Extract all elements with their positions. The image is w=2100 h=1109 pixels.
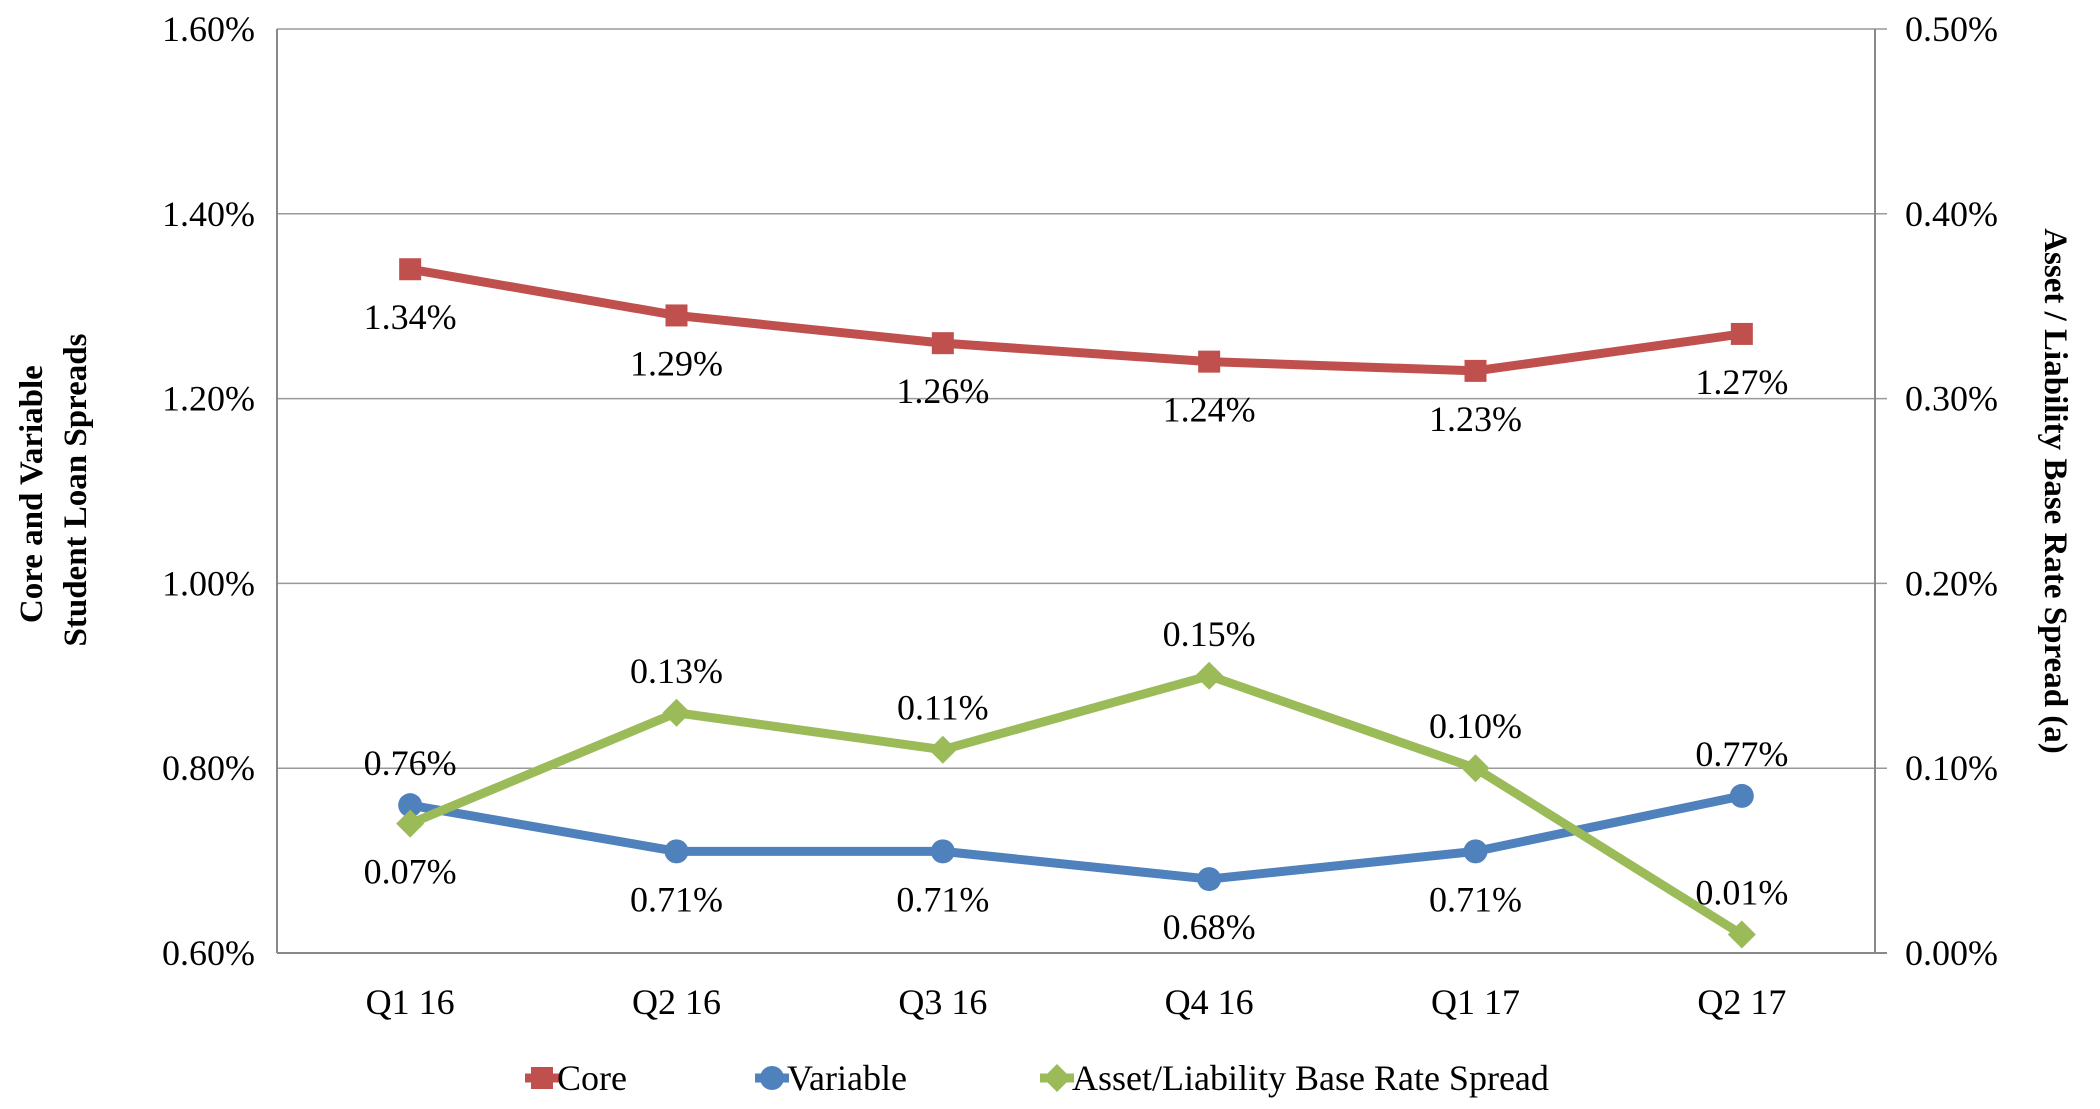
data-point <box>928 735 957 764</box>
legend: Core Variable Asset/Liability Base Rate Sp… <box>525 1058 1549 1098</box>
data-label: 0.07% <box>364 852 457 892</box>
data-point <box>1461 754 1490 783</box>
data-point <box>1197 867 1222 892</box>
data-point <box>931 332 954 355</box>
data-point <box>1195 661 1224 690</box>
series-line <box>409 791 1743 884</box>
data-label: 1.24% <box>1163 390 1256 430</box>
data-label: 0.13% <box>630 651 723 691</box>
data-label: 1.26% <box>896 371 989 411</box>
series-core: 1.34% 1.29% 1.26% 1.24% 1.23% 1.27% <box>364 258 1788 439</box>
right-axis-title: Asset / Liability Base Rate Spread (a) <box>2037 228 2073 754</box>
data-label: 0.76% <box>364 743 457 783</box>
data-label: 0.10% <box>1429 706 1522 746</box>
data-label: 1.34% <box>364 297 457 337</box>
left-tick-label: 1.20% <box>162 379 255 419</box>
left-tick-label: 1.40% <box>162 194 255 234</box>
legend-marker <box>531 1067 553 1089</box>
data-label: 0.11% <box>897 688 989 728</box>
x-axis-ticks: Q1 16 Q2 16 Q3 16 Q4 16 Q1 17 Q2 17 <box>366 982 1787 1022</box>
data-label: 0.71% <box>1429 879 1522 919</box>
data-label: 0.68% <box>1163 907 1256 947</box>
data-label: 1.27% <box>1695 362 1788 402</box>
data-point <box>1727 920 1756 949</box>
data-label: 0.77% <box>1695 734 1788 774</box>
data-point <box>665 304 688 327</box>
right-tick-label: 0.40% <box>1905 194 1998 234</box>
data-point <box>398 793 423 818</box>
series-layer: 1.34% 1.29% 1.26% 1.24% 1.23% 1.27% 0.76% 0.71%… <box>364 258 1789 949</box>
right-tick-label: 0.50% <box>1905 9 1998 49</box>
legend-marker <box>1043 1064 1071 1092</box>
right-axis-ticks: 0.00% 0.10% 0.20% 0.30% 0.40% 0.50% <box>1905 9 1998 973</box>
left-axis-ticks: 0.60% 0.80% 1.00% 1.20% 1.40% 1.60% <box>162 9 255 973</box>
right-tick-label: 0.10% <box>1905 748 1998 788</box>
left-tick-label: 1.00% <box>162 563 255 603</box>
data-point <box>1730 322 1753 345</box>
x-tick-label: Q1 16 <box>366 982 455 1022</box>
data-label: 0.01% <box>1695 873 1788 913</box>
data-point <box>662 698 691 727</box>
data-label: 1.29% <box>630 343 723 383</box>
data-label: 0.15% <box>1163 614 1256 654</box>
series-line <box>408 671 1745 939</box>
data-point <box>1463 839 1488 864</box>
data-point <box>664 839 689 864</box>
legend-label: Variable <box>787 1058 907 1098</box>
left-tick-label: 0.60% <box>162 933 255 973</box>
data-point <box>1198 350 1221 373</box>
data-label: 1.23% <box>1429 399 1522 439</box>
legend-item: Variable <box>755 1058 907 1098</box>
legend-item: Asset/Liability Base Rate Spread <box>1040 1058 1549 1098</box>
legend-marker <box>760 1066 784 1090</box>
right-tick-label: 0.00% <box>1905 933 1998 973</box>
right-tick-label: 0.20% <box>1905 563 1998 603</box>
data-point <box>396 809 425 838</box>
series-variable: 0.76% 0.71% 0.71% 0.68% 0.71% 0.77% <box>364 734 1789 947</box>
left-tick-label: 1.60% <box>162 9 255 49</box>
right-tick-label: 0.30% <box>1905 379 1998 419</box>
data-point <box>399 258 422 281</box>
x-tick-label: Q1 17 <box>1431 982 1520 1022</box>
data-label: 0.71% <box>896 879 989 919</box>
data-point <box>930 839 955 864</box>
legend-item: Core <box>525 1058 627 1098</box>
series-asset-liability-base-rate-spread: 0.07% 0.13% 0.11% 0.15% 0.10% 0.01% <box>364 614 1788 949</box>
left-tick-label: 0.80% <box>162 748 255 788</box>
data-point <box>1464 359 1487 382</box>
legend-label: Core <box>557 1058 627 1098</box>
data-point <box>1729 783 1754 808</box>
x-tick-label: Q2 17 <box>1697 982 1786 1022</box>
x-tick-label: Q2 16 <box>632 982 721 1022</box>
left-axis-title: Core and Variable Student Loan Spreads <box>14 333 94 646</box>
data-label: 0.71% <box>630 879 723 919</box>
x-tick-label: Q4 16 <box>1165 982 1254 1022</box>
series-line <box>409 264 1743 376</box>
legend-label: Asset/Liability Base Rate Spread <box>1072 1058 1549 1098</box>
x-tick-label: Q3 16 <box>898 982 987 1022</box>
